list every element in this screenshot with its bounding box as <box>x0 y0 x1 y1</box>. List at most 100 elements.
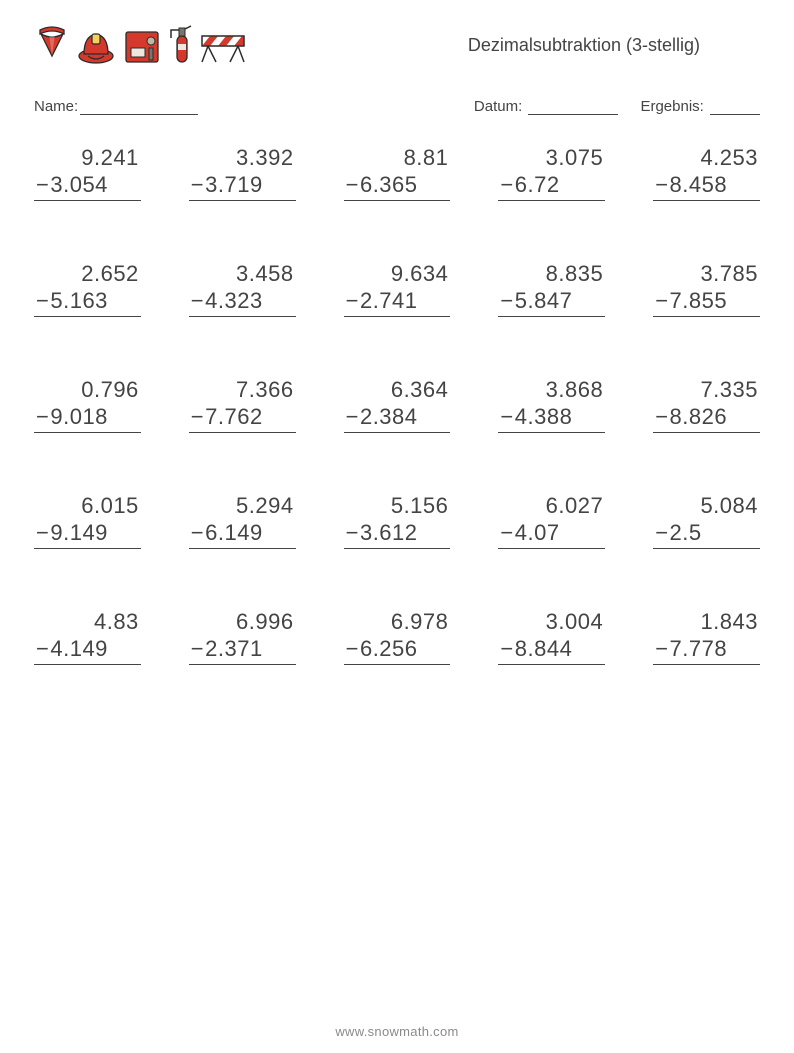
minuend: 4.83 <box>94 609 141 636</box>
name-blank[interactable] <box>80 101 198 115</box>
subtrahend-row: −2.384 <box>344 404 451 433</box>
minus-sign: − <box>655 172 668 198</box>
subtrahend: 3.054 <box>49 172 140 198</box>
subtrahend: 4.149 <box>49 636 140 662</box>
subtrahend: 8.826 <box>669 404 760 430</box>
minus-sign: − <box>36 520 49 546</box>
minuend: 5.084 <box>700 493 760 520</box>
subtrahend: 2.5 <box>669 520 760 546</box>
subtrahend-row: −3.719 <box>189 172 296 201</box>
minuend: 7.335 <box>700 377 760 404</box>
problem: 8.835−5.847 <box>498 261 605 317</box>
subtrahend-row: −7.762 <box>189 404 296 433</box>
subtrahend-row: −3.612 <box>344 520 451 549</box>
problem: 6.978 −6.256 <box>344 609 451 665</box>
subtrahend: 8.844 <box>514 636 605 662</box>
minus-sign: − <box>500 172 513 198</box>
minus-sign: − <box>191 172 204 198</box>
minus-sign: − <box>36 636 49 662</box>
date-field: Datum: <box>474 98 619 115</box>
subtrahend: 2.741 <box>359 288 450 314</box>
result-field: Ergebnis: <box>640 98 760 115</box>
subtrahend-row: −8.844 <box>498 636 605 665</box>
subtrahend: 6.72 <box>514 172 605 198</box>
subtrahend-row: −2.5 <box>653 520 760 549</box>
problem: 7.366−7.762 <box>189 377 296 433</box>
subtrahend: 6.149 <box>204 520 295 546</box>
minus-sign: − <box>500 404 513 430</box>
minuend: 0.796 <box>81 377 141 404</box>
problem: 3.392−3.719 <box>189 145 296 201</box>
footer-url: www.snowmath.com <box>0 1024 794 1039</box>
minus-sign: − <box>191 404 204 430</box>
minus-sign: − <box>346 636 359 662</box>
subtrahend-row: −8.458 <box>653 172 760 201</box>
fire-bucket-icon <box>34 26 70 66</box>
fire-alarm-icon <box>122 26 162 66</box>
minus-sign: − <box>655 636 668 662</box>
minus-sign: − <box>346 404 359 430</box>
minus-sign: − <box>346 172 359 198</box>
minuend: 5.156 <box>391 493 451 520</box>
minuend: 3.458 <box>236 261 296 288</box>
subtrahend-row: −7.778 <box>653 636 760 665</box>
subtrahend-row: −8.826 <box>653 404 760 433</box>
problem: 0.796−9.018 <box>34 377 141 433</box>
subtrahend: 2.371 <box>204 636 295 662</box>
name-label: Name: <box>34 98 78 115</box>
minuend: 5.294 <box>236 493 296 520</box>
minus-sign: − <box>191 520 204 546</box>
subtrahend-row: −3.054 <box>34 172 141 201</box>
subtrahend-row: −2.371 <box>189 636 296 665</box>
problem: 3.868−4.388 <box>498 377 605 433</box>
subtrahend: 4.07 <box>514 520 605 546</box>
subtrahend-row: −4.323 <box>189 288 296 317</box>
subtrahend-row: −4.07 <box>498 520 605 549</box>
date-blank[interactable] <box>528 101 618 115</box>
subtrahend-row: −9.018 <box>34 404 141 433</box>
road-barrier-icon <box>200 28 246 66</box>
problem-grid: 9.241−3.0543.392−3.7198.81−6.3653.075−6.… <box>34 145 760 665</box>
subtrahend-row: −5.163 <box>34 288 141 317</box>
minus-sign: − <box>500 636 513 662</box>
minuend: 6.015 <box>81 493 141 520</box>
minuend: 7.366 <box>236 377 296 404</box>
subtrahend: 7.855 <box>669 288 760 314</box>
subtrahend: 2.384 <box>359 404 450 430</box>
subtrahend-row: −4.149 <box>34 636 141 665</box>
minus-sign: − <box>346 288 359 314</box>
minus-sign: − <box>36 172 49 198</box>
problem: 5.294−6.149 <box>189 493 296 549</box>
subtrahend: 3.612 <box>359 520 450 546</box>
minuend: 3.004 <box>546 609 606 636</box>
minuend: 8.835 <box>546 261 606 288</box>
minus-sign: − <box>36 288 49 314</box>
topbar: Dezimalsubtraktion (3-stellig) <box>34 22 760 68</box>
problem: 7.335−8.826 <box>653 377 760 433</box>
minuend: 6.996 <box>236 609 296 636</box>
subtrahend: 3.719 <box>204 172 295 198</box>
minus-sign: − <box>346 520 359 546</box>
subtrahend: 7.778 <box>669 636 760 662</box>
subtrahend: 5.163 <box>49 288 140 314</box>
problem: 5.084−2.5 <box>653 493 760 549</box>
result-blank[interactable] <box>710 101 760 115</box>
subtrahend-row: −6.72 <box>498 172 605 201</box>
info-row: Name: Datum: Ergebnis: <box>34 98 760 115</box>
minus-sign: − <box>191 636 204 662</box>
minus-sign: − <box>655 520 668 546</box>
subtrahend: 9.018 <box>49 404 140 430</box>
subtrahend: 6.256 <box>359 636 450 662</box>
minuend: 1.843 <box>700 609 760 636</box>
minus-sign: − <box>655 404 668 430</box>
minuend: 6.364 <box>391 377 451 404</box>
minuend: 8.81 <box>404 145 451 172</box>
minus-sign: − <box>36 404 49 430</box>
problem: 6.996−2.371 <box>189 609 296 665</box>
minuend: 6.978 <box>391 609 451 636</box>
subtrahend: 4.388 <box>514 404 605 430</box>
minuend: 9.634 <box>391 261 451 288</box>
subtrahend-row: −6.149 <box>189 520 296 549</box>
minuend: 3.392 <box>236 145 296 172</box>
subtrahend-row: −4.388 <box>498 404 605 433</box>
